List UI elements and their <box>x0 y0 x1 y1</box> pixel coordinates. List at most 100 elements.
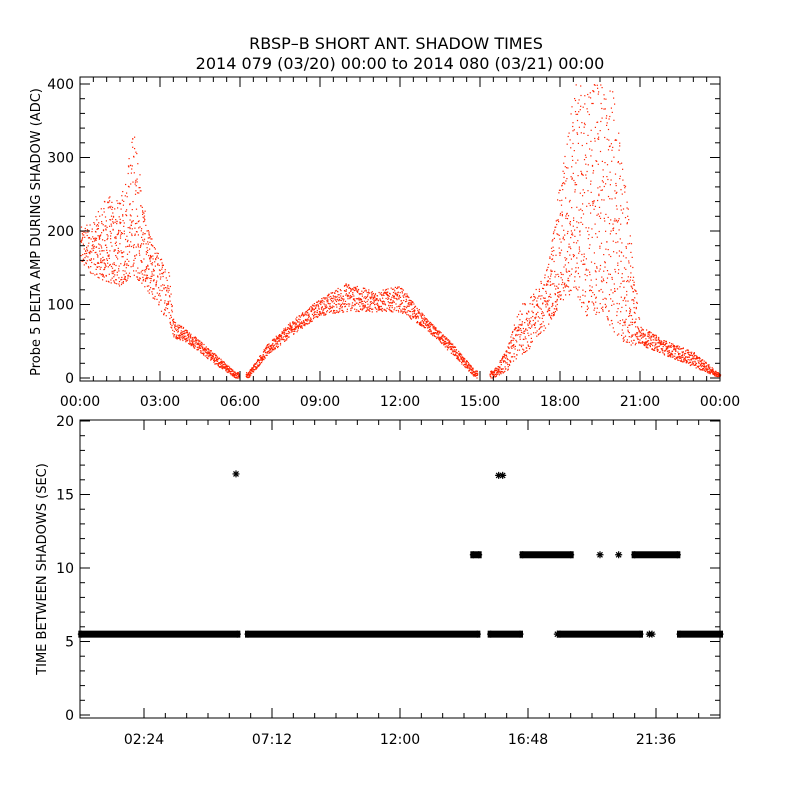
top-data-point <box>692 357 694 359</box>
top-x-tick-label: 06:00 <box>220 394 260 410</box>
top-data-point <box>631 334 633 336</box>
top-data-point <box>500 364 502 366</box>
top-data-point <box>290 329 292 332</box>
top-data-point <box>274 347 276 349</box>
top-data-point <box>114 242 116 244</box>
top-data-point <box>172 333 174 335</box>
top-data-point <box>507 366 509 368</box>
top-data-point <box>657 342 659 344</box>
top-data-point <box>620 189 622 191</box>
top-data-point <box>186 339 188 341</box>
top-data-point <box>294 328 296 330</box>
top-data-point <box>146 285 148 287</box>
top-data-point <box>644 335 646 337</box>
top-data-point <box>677 347 679 349</box>
top-data-point <box>275 341 277 343</box>
top-data-point <box>391 296 393 298</box>
top-data-point <box>633 307 635 309</box>
top-data-point <box>611 319 613 322</box>
top-data-point <box>356 285 358 288</box>
top-data-point <box>130 224 132 226</box>
top-data-point <box>650 332 652 334</box>
top-data-point <box>617 241 619 243</box>
top-data-point <box>594 270 596 272</box>
top-data-point <box>519 310 521 312</box>
top-data-point <box>417 312 419 314</box>
top-data-point <box>524 304 526 306</box>
top-data-point <box>347 294 349 297</box>
top-data-point <box>518 334 520 336</box>
top-data-point <box>450 352 452 354</box>
top-data-point <box>108 273 110 275</box>
top-data-point <box>294 326 297 328</box>
top-data-point <box>712 370 715 372</box>
top-data-point <box>655 342 657 344</box>
top-data-point <box>680 355 683 357</box>
top-data-point <box>554 285 556 287</box>
top-data-point <box>387 298 389 300</box>
top-data-point <box>395 303 397 305</box>
top-data-point <box>85 255 87 257</box>
top-data-point <box>316 305 318 307</box>
top-data-point <box>351 306 353 308</box>
top-data-point <box>616 208 618 210</box>
top-data-point <box>716 372 718 374</box>
top-data-point <box>398 296 400 298</box>
top-data-point <box>618 269 620 271</box>
top-data-point <box>150 280 152 282</box>
top-data-point <box>642 329 644 331</box>
top-data-point <box>599 303 601 305</box>
top-data-point <box>311 320 313 322</box>
top-data-point <box>336 296 338 298</box>
top-data-point <box>196 346 198 348</box>
top-data-point <box>443 344 445 346</box>
top-data-point <box>603 254 605 256</box>
top-data-point <box>520 334 522 336</box>
top-data-point <box>342 309 344 312</box>
top-data-point <box>272 338 274 341</box>
top-data-point <box>258 359 260 361</box>
top-data-point <box>192 344 194 346</box>
top-data-point <box>116 220 118 222</box>
top-data-point <box>596 267 598 269</box>
top-data-point <box>341 306 343 308</box>
top-data-point <box>301 321 303 323</box>
top-data-point <box>407 296 409 298</box>
top-data-point <box>107 266 109 268</box>
top-data-point <box>663 353 665 355</box>
top-data-point <box>101 247 103 249</box>
top-data-point <box>314 305 316 307</box>
top-data-point <box>277 336 279 338</box>
top-data-point <box>637 338 639 340</box>
top-data-point <box>670 352 673 354</box>
bottom-y-tick-label: 10 <box>56 561 74 577</box>
top-data-point <box>697 360 699 362</box>
top-data-point <box>109 196 111 198</box>
top-data-point <box>447 347 449 349</box>
top-data-point <box>560 241 562 243</box>
top-data-point <box>416 322 418 324</box>
top-data-point <box>590 97 592 99</box>
top-data-point <box>643 342 645 344</box>
top-data-point <box>132 181 134 183</box>
top-data-point <box>352 289 354 291</box>
top-data-point <box>634 297 636 299</box>
top-data-point <box>197 339 199 341</box>
top-data-point <box>447 344 450 346</box>
top-data-point <box>131 165 133 167</box>
bottom-point-run <box>519 551 574 559</box>
top-data-point <box>666 349 668 351</box>
top-data-point <box>358 301 361 303</box>
top-data-point <box>100 261 102 263</box>
top-data-point <box>590 180 592 182</box>
top-data-point <box>148 231 150 233</box>
top-data-point <box>716 372 718 374</box>
top-data-point <box>376 298 378 300</box>
top-data-point <box>174 324 176 326</box>
top-data-point <box>403 299 405 302</box>
top-data-point <box>366 307 368 309</box>
top-data-point <box>513 324 515 326</box>
top-data-point <box>704 367 706 369</box>
top-data-point <box>366 308 369 310</box>
top-data-point <box>329 303 331 305</box>
